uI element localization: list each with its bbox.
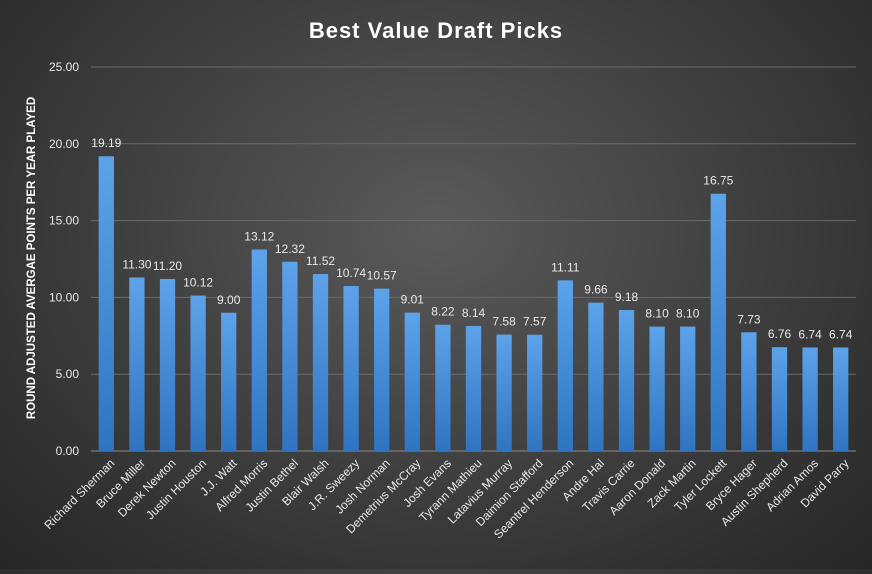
y-axis-label: ROUND ADJUSTED AVERGAE POINTS PER YEAR P…	[26, 97, 38, 419]
data-label: 9.18	[615, 290, 639, 304]
bar	[833, 347, 849, 451]
bar	[129, 277, 145, 451]
bar	[680, 326, 696, 451]
y-tick-label: 0.00	[56, 444, 80, 458]
y-tick-label: 10.00	[49, 290, 79, 304]
data-label: 6.74	[798, 327, 822, 341]
data-label: 9.66	[584, 283, 608, 297]
data-label: 11.30	[122, 257, 151, 271]
data-label: 13.12	[244, 229, 274, 243]
data-label: 8.14	[462, 306, 486, 320]
data-label: 7.57	[523, 315, 547, 329]
bar	[159, 278, 176, 451]
data-label: 19.19	[91, 136, 121, 150]
data-label: 16.75	[703, 174, 733, 188]
bar	[282, 261, 298, 451]
data-label: 10.12	[183, 276, 213, 290]
bar	[710, 193, 726, 451]
data-label: 6.76	[768, 327, 792, 341]
bar	[649, 326, 665, 451]
bar	[374, 288, 390, 451]
y-tick-label: 20.00	[49, 137, 79, 151]
data-label: 9.01	[401, 293, 425, 307]
gridlines	[91, 66, 856, 452]
bar	[465, 325, 482, 451]
bar	[802, 347, 818, 451]
bar	[190, 295, 206, 451]
bar	[588, 302, 604, 451]
y-tick-label: 5.00	[56, 367, 80, 381]
data-label: 8.10	[676, 307, 700, 321]
bar	[741, 332, 757, 451]
bar	[771, 347, 788, 451]
bar	[435, 324, 451, 451]
bar	[618, 309, 635, 451]
bar	[404, 312, 420, 451]
data-label: 8.22	[431, 305, 455, 319]
y-tick-labels: 0.00 5.00 10.00 15.00 20.00 25.00	[49, 60, 79, 458]
chart-title: Best Value Draft Picks	[309, 18, 563, 43]
data-label: 9.00	[217, 293, 241, 307]
y-tick-label: 15.00	[49, 214, 79, 228]
bar	[496, 334, 512, 451]
bar	[312, 274, 329, 451]
bar	[98, 156, 114, 452]
bar	[221, 312, 237, 451]
data-label: 8.10	[645, 307, 669, 321]
data-label: 6.74	[829, 327, 853, 341]
bars	[98, 156, 849, 452]
data-label: 11.52	[306, 254, 335, 268]
data-label: 7.73	[737, 312, 761, 326]
y-tick-label: 25.00	[49, 60, 79, 74]
bar	[557, 280, 573, 451]
bar	[343, 286, 359, 451]
data-label: 12.32	[275, 242, 305, 256]
bar	[527, 334, 543, 451]
data-label: 7.58	[492, 315, 516, 329]
data-label: 10.57	[367, 269, 397, 283]
data-label: 10.74	[336, 266, 366, 280]
data-label: 11.20	[153, 259, 182, 273]
data-label: 11.11	[551, 260, 580, 274]
bar	[251, 249, 267, 451]
